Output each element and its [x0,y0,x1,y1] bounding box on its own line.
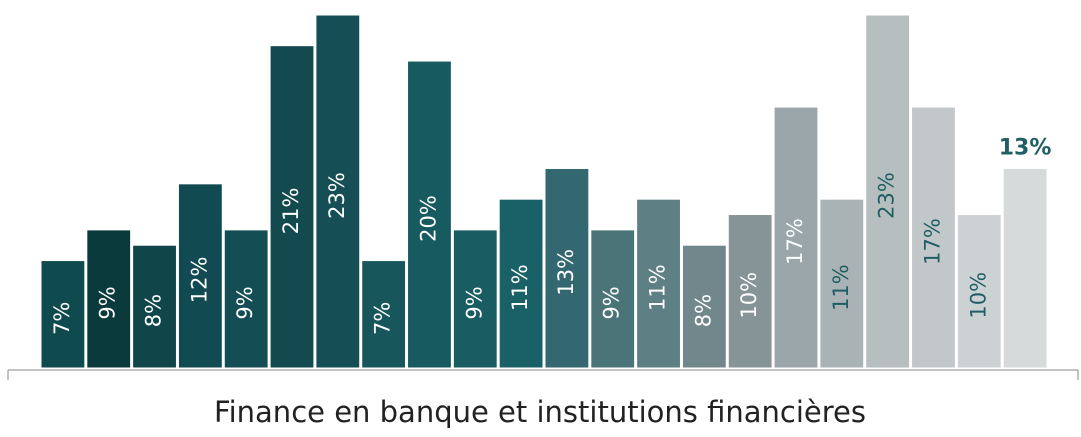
bar [269,45,315,369]
bar [498,198,544,369]
data-label: 17% [920,218,944,265]
data-label: 13% [554,249,578,296]
data-label: 20% [416,195,440,242]
data-label: 11% [508,264,532,311]
data-label: 23% [325,172,349,219]
x-axis-title: Finance en banque et institutions financ… [214,395,866,429]
data-label: 8% [142,294,166,327]
bar [681,244,727,369]
data-label: 13% [999,135,1052,160]
bar [132,244,177,369]
bar [223,229,269,369]
bar [452,229,498,369]
bar [727,214,773,369]
data-label: 21% [279,188,303,235]
bar [407,60,452,369]
bar [86,229,132,369]
bar [773,106,819,369]
bar [361,260,407,369]
bar [911,106,956,369]
data-label: 9% [600,286,624,319]
data-label: 9% [96,286,120,319]
data-label: 8% [691,294,715,327]
bar [315,14,361,369]
data-label: 11% [829,264,853,311]
bar [865,14,911,369]
data-label: 9% [462,286,486,319]
bar [544,167,590,369]
data-label: 10% [966,272,990,319]
data-label: 9% [233,286,257,319]
bar [590,229,636,369]
bar [177,183,223,369]
bar [819,198,865,369]
bar [1002,167,1048,369]
data-label: 12% [187,257,211,304]
bar [636,198,681,369]
data-label: 23% [875,172,899,219]
data-label: 7% [50,302,74,335]
bar [956,214,1002,369]
data-label: 10% [737,272,761,319]
bar [40,260,86,369]
data-label: 7% [371,302,395,335]
data-label: 11% [646,264,670,311]
data-label: 17% [783,218,807,265]
